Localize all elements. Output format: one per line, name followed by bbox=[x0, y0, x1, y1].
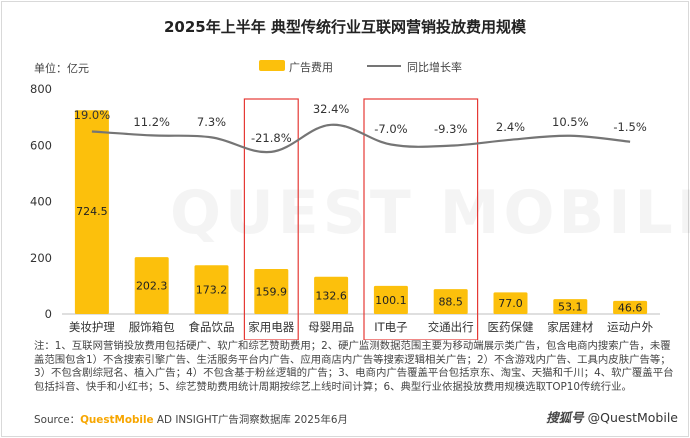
growth-rate-label: -21.8% bbox=[251, 131, 292, 145]
x-category-label: 家用电器 bbox=[248, 320, 294, 334]
bar bbox=[194, 265, 229, 314]
source-rest: AD INSIGHT广告洞察数据库 2025年6月 bbox=[153, 414, 348, 426]
credit: 搜狐号 @QuestMobile bbox=[546, 407, 678, 426]
bar bbox=[314, 276, 349, 314]
credit-logo: 搜狐号 bbox=[546, 410, 584, 425]
bar-value-label: 132.6 bbox=[315, 289, 347, 302]
bar bbox=[433, 289, 468, 314]
bar bbox=[74, 110, 109, 314]
x-category-label: 交通出行 bbox=[428, 320, 474, 334]
credit-handle: @QuestMobile bbox=[587, 410, 678, 425]
source-prefix: Source： bbox=[34, 414, 81, 426]
x-category-label: 服饰箱包 bbox=[129, 320, 175, 334]
x-category-label: 运动户外 bbox=[607, 320, 653, 334]
bar-value-label: 100.1 bbox=[375, 294, 407, 307]
highlight-box bbox=[363, 98, 479, 340]
bar-value-label: 88.5 bbox=[438, 296, 463, 309]
growth-rate-label: -9.3% bbox=[434, 122, 467, 136]
source-line: Source：QuestMobile AD INSIGHT广告洞察数据库 202… bbox=[34, 411, 348, 426]
bar-value-label: 202.3 bbox=[136, 280, 168, 293]
legend-bar-swatch bbox=[259, 60, 285, 71]
growth-rate-label: 2.4% bbox=[496, 120, 525, 134]
source-brand: QuestMobile bbox=[80, 414, 154, 426]
footnote: 注：1、互联网营销投放费用包括硬广、软广和综艺赞助费用；2、硬广监测数据范围主要… bbox=[34, 340, 674, 393]
x-category-label: 美妆护理 bbox=[69, 320, 115, 334]
chart-title: 2025年上半年 典型传统行业互联网营销投放费用规模 bbox=[164, 18, 526, 36]
y-tick-label: 200 bbox=[30, 251, 52, 265]
bar bbox=[373, 285, 408, 314]
bar-value-label: 46.6 bbox=[618, 301, 643, 314]
y-tick-label: 400 bbox=[30, 195, 52, 209]
growth-rate-label: 11.2% bbox=[133, 115, 170, 129]
x-category-label: 母婴用品 bbox=[308, 320, 354, 334]
growth-rate-label: -1.5% bbox=[613, 120, 646, 134]
y-tick-label: 800 bbox=[30, 82, 52, 96]
growth-rate-label: -7.0% bbox=[374, 122, 407, 136]
bar bbox=[613, 300, 648, 314]
growth-rate-label: 10.5% bbox=[552, 115, 589, 129]
legend-line-label: 同比增长率 bbox=[407, 61, 462, 74]
bar bbox=[553, 299, 588, 314]
unit-label: 单位：亿元 bbox=[34, 62, 89, 75]
bar bbox=[493, 292, 528, 314]
legend-line-swatch bbox=[367, 65, 401, 67]
x-category-label: 家居建材 bbox=[547, 320, 593, 334]
bar-value-label: 173.2 bbox=[196, 284, 228, 297]
x-category-label: 食品饮品 bbox=[189, 320, 235, 334]
combo-chart: 800 600 400 200 0 19.0% 11.2% 7.3% -21.8% 32.4% -7… bbox=[30, 82, 660, 340]
growth-rate-line bbox=[91, 123, 631, 154]
legend-bar-label: 广告费用 bbox=[289, 61, 333, 74]
highlight-box bbox=[243, 98, 299, 340]
y-tick-label: 600 bbox=[30, 138, 52, 152]
bar-value-label: 159.9 bbox=[256, 286, 288, 299]
growth-rate-label: 32.4% bbox=[313, 102, 350, 116]
bar-value-label: 77.0 bbox=[498, 297, 523, 310]
y-tick-label: 0 bbox=[45, 307, 52, 321]
watermark-logo: QUEST MOBILE bbox=[170, 178, 690, 248]
x-category-label: 医药保健 bbox=[488, 320, 534, 334]
bar bbox=[254, 269, 289, 314]
growth-rate-label: 19.0% bbox=[74, 108, 111, 122]
x-category-label: IT电子 bbox=[374, 320, 407, 334]
bar bbox=[134, 257, 169, 314]
growth-rate-label: 7.3% bbox=[197, 115, 226, 129]
bar-value-label: 724.5 bbox=[76, 205, 108, 218]
bar-value-label: 53.1 bbox=[558, 301, 583, 314]
